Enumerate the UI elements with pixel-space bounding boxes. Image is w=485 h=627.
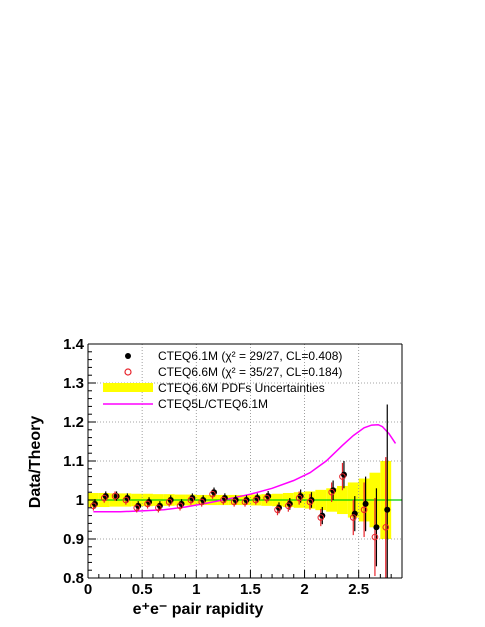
x-tick-label: 0.5 <box>132 581 153 598</box>
y-tick-label: 1 <box>76 492 84 509</box>
legend-marker-band <box>103 383 153 392</box>
y-axis-label: Data/Theory <box>27 416 44 509</box>
point-cteq66m <box>285 502 292 510</box>
point-cteq66m <box>263 494 270 502</box>
point-cteq66m <box>252 496 260 504</box>
point-cteq66m <box>349 514 357 521</box>
point-cteq66m <box>187 496 195 504</box>
point-cteq66m <box>382 524 390 531</box>
tick-labels: 0 0.5 1 1.5 2 2.5 0.8 0.9 1 1.1 1.2 1.3 1.4 <box>63 336 369 598</box>
point-cteq66m <box>209 490 216 498</box>
y-tick-label: 0.9 <box>63 531 84 548</box>
point-cteq66m <box>306 498 314 506</box>
point-cteq66m <box>144 500 151 508</box>
legend-entry-cteq61m: CTEQ6.1M (χ² = 29/27, CL=0.408) <box>158 349 342 363</box>
x-tick-label: 1 <box>192 581 200 598</box>
point-cteq66m <box>100 494 108 502</box>
y-tick-label: 0.8 <box>63 570 84 587</box>
legend: CTEQ6.1M (χ² = 29/27, CL=0.408) CTEQ6.6M… <box>103 349 342 411</box>
axes <box>87 343 403 579</box>
point-cteq66m <box>371 533 379 541</box>
point-cteq66m <box>360 506 368 514</box>
point-cteq61m <box>113 493 120 500</box>
point-cteq61m <box>373 524 380 531</box>
x-axis-label: e⁺e⁻ pair rapidity <box>133 601 264 618</box>
point-cteq66m <box>328 488 335 496</box>
x-tick-label: 2.5 <box>348 581 369 598</box>
point-cteq66m <box>220 496 227 504</box>
data-points <box>90 404 391 578</box>
point-cteq66m <box>274 506 281 514</box>
x-tick-label: 0 <box>84 581 92 598</box>
legend-entry-cteq66m: CTEQ6.6M (χ² = 35/27, CL=0.184) <box>158 365 342 379</box>
point-cteq66m <box>339 473 346 480</box>
point-cteq66m <box>230 498 238 506</box>
point-cteq61m <box>384 506 391 513</box>
point-cteq66m <box>241 498 249 506</box>
y-tick-label: 1.1 <box>63 453 84 470</box>
legend-entry-band: CTEQ6.6M PDFs Uncertainties <box>158 381 325 395</box>
y-tick-label: 1.4 <box>63 336 85 353</box>
ratio-curve <box>93 423 397 513</box>
x-tick-label: 1.5 <box>240 581 261 598</box>
point-cteq66m <box>155 504 162 512</box>
point-cteq66m <box>122 496 130 504</box>
legend-entry-curve: CTEQ5L/CTEQ6.1M <box>158 397 268 411</box>
point-cteq66m <box>111 492 119 500</box>
point-cteq66m <box>198 498 205 506</box>
point-cteq66m <box>165 498 173 506</box>
point-cteq66m <box>295 494 303 502</box>
point-cteq66m <box>317 514 325 521</box>
legend-marker-cteq61m <box>125 353 131 359</box>
point-cteq66m <box>133 504 141 512</box>
y-tick-label: 1.2 <box>63 414 84 431</box>
point-cteq66m <box>176 502 184 510</box>
legend-marker-cteq66m <box>124 368 132 376</box>
point-cteq61m <box>362 500 369 507</box>
x-tick-label: 2 <box>300 581 308 598</box>
y-tick-label: 1.3 <box>63 375 84 392</box>
point-cteq66m <box>90 502 97 510</box>
